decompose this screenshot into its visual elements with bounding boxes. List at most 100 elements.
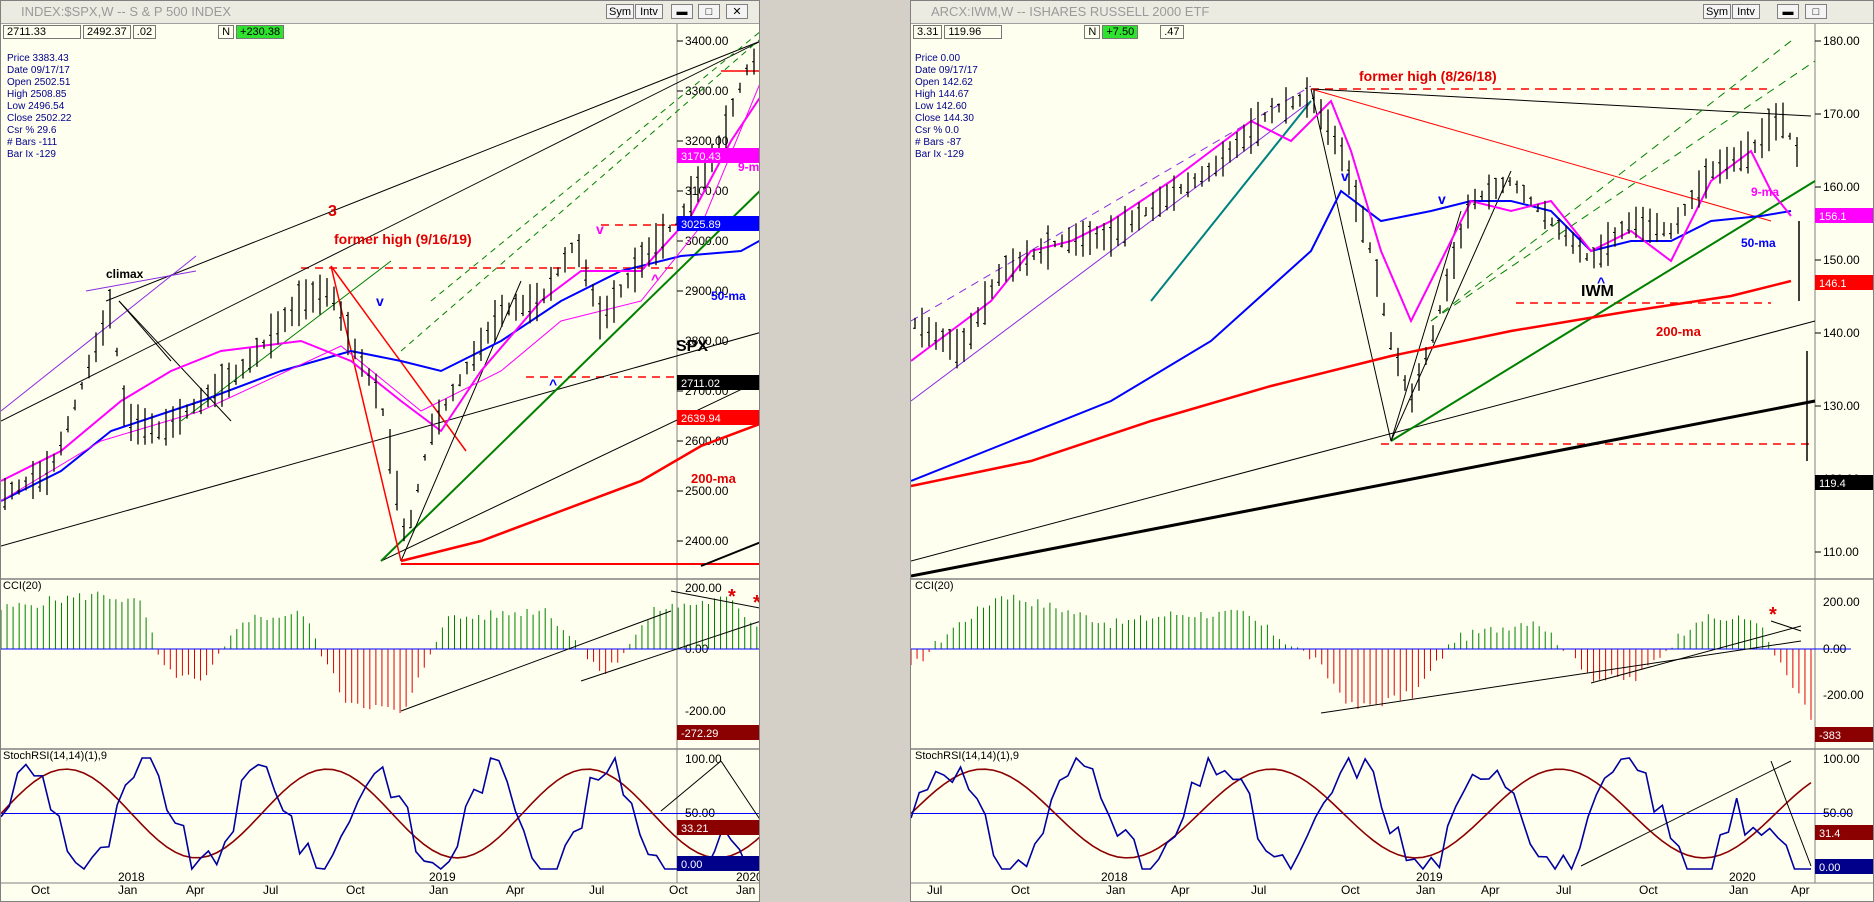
cci-tag: -272.29	[681, 728, 718, 740]
spx-chart-window[interactable]: INDEX:$SPX,W -- S & P 500 INDEX Sym Intv…	[0, 0, 760, 902]
spx-titlebar[interactable]: INDEX:$SPX,W -- S & P 500 INDEX Sym Intv…	[1, 1, 759, 24]
cci-axis-label: 200.00	[685, 581, 722, 595]
x-axis-label: 2019	[1416, 870, 1443, 884]
up-line-1	[1390, 170, 1512, 442]
info-low: Low 142.60	[915, 101, 967, 112]
spx-chart-svg[interactable]: 3400.003300.003200.003100.003000.002900.…	[1, 1, 760, 902]
purple-trend-b	[1, 255, 197, 412]
stoch-label: StochRSI(14,14)(1),9	[915, 750, 1019, 762]
info-open: Open 142.62	[915, 77, 973, 88]
iwm-info-panel: Price 0.00 Date 09/17/17 Open 142.62 Hig…	[915, 53, 978, 161]
trendline-5	[700, 541, 759, 567]
x-axis-label: Jul	[927, 883, 942, 897]
price-tag-bg	[1815, 475, 1873, 490]
quote-low: 2492.37	[83, 25, 131, 39]
sym-button[interactable]: Sym	[1703, 4, 1731, 19]
sym-button[interactable]: Sym	[606, 4, 634, 19]
price-tag: 2639.94	[681, 413, 721, 425]
close-icon[interactable]: ✕	[726, 4, 748, 19]
cci-label: CCI(20)	[3, 580, 42, 592]
minimize-icon[interactable]: ▬	[1777, 4, 1799, 19]
iwm-chart-window[interactable]: ARCX:IWM,W -- ISHARES RUSSELL 2000 ETF S…	[910, 0, 1874, 902]
maximize-icon[interactable]: □	[698, 4, 720, 19]
info-barix: Bar Ix -129	[915, 149, 964, 160]
stoch-signal	[911, 768, 1812, 859]
annotation-v1: v	[1341, 168, 1349, 184]
annotation-ma200: 200-ma	[1656, 324, 1702, 339]
red-down-line-2	[330, 265, 402, 562]
x-axis-label: Jan	[1106, 883, 1125, 897]
cci-trend-3	[670, 590, 759, 609]
x-axis-label: Apr	[1791, 883, 1810, 897]
iwm-window-title: ARCX:IWM,W -- ISHARES RUSSELL 2000 ETF	[931, 4, 1210, 19]
quote-net: +230.38	[236, 25, 285, 39]
stoch-tag-1: 33.21	[681, 823, 709, 835]
cci-trend-1	[1320, 640, 1802, 714]
maximize-icon[interactable]: □	[1805, 4, 1827, 19]
x-axis-label: Apr	[1481, 883, 1500, 897]
iwm-titlebar[interactable]: ARCX:IWM,W -- ISHARES RUSSELL 2000 ETF S…	[911, 1, 1873, 24]
annotation-ma50: 50-ma	[711, 289, 746, 303]
info-csr: Csr % 29.6	[7, 125, 57, 136]
stoch-tag-2: 0.00	[681, 859, 702, 871]
annotation-former-high: former high (8/26/18)	[1359, 68, 1497, 84]
x-axis-label: 2020	[736, 870, 760, 884]
price-tag: 2711.02	[681, 378, 720, 390]
x-axis-label: Apr	[186, 883, 205, 897]
cci-trend-2	[1590, 625, 1802, 684]
cci-axis-label: 200.00	[1823, 595, 1860, 609]
annotation-ma50: 50-ma	[1741, 236, 1776, 250]
green-trend	[380, 190, 759, 562]
stoch-tag-2-bg	[1815, 859, 1873, 874]
x-axis-label: 2018	[118, 870, 145, 884]
stoch-trend-1	[660, 760, 722, 812]
stoch-label: StochRSI(14,14)(1),9	[3, 750, 107, 762]
annotation-caret1: ^	[549, 376, 557, 392]
stoch-trend-2	[720, 760, 759, 819]
info-close: Close 2502.22	[7, 113, 72, 124]
quote-chg: .47	[1160, 25, 1184, 39]
iwm-chart-svg[interactable]: 180.00170.00160.00150.00140.00130.00120.…	[911, 1, 1874, 902]
annotation-ma9: 9-ma	[1751, 185, 1779, 199]
ma9-line	[911, 99, 1792, 362]
x-axis-label: Jul	[1556, 883, 1571, 897]
quote-flag: N	[218, 25, 235, 39]
green-channel-2	[1430, 60, 1816, 322]
green-channel-2	[430, 31, 759, 302]
annotation-caret1: ^	[1597, 274, 1605, 290]
price-tag-bg	[677, 375, 759, 390]
annotation-ma200: 200-ma	[691, 471, 737, 486]
info-bars: # Bars -87	[915, 137, 962, 148]
price-axis-label: 110.00	[1823, 545, 1859, 559]
stoch-tag-1-bg	[677, 820, 759, 835]
spx-info-panel: Price 3383.43 Date 09/17/17 Open 2502.51…	[7, 53, 72, 161]
annotation-ma9: 9-ma	[738, 160, 760, 174]
minimize-icon[interactable]: ▬	[671, 4, 693, 19]
climax-line-2	[118, 300, 232, 422]
x-axis-label: Oct	[31, 883, 50, 897]
ma200-line	[400, 422, 759, 563]
cci-axis-label: -200.00	[1823, 688, 1864, 702]
cci-axis-label: -200.00	[685, 704, 726, 718]
price-tag: 3025.89	[681, 219, 721, 231]
price-tag: 3170.43	[681, 151, 721, 163]
top-trend	[1310, 88, 1812, 117]
quote-net: +7.50	[1102, 25, 1139, 39]
annotation-former-high: former high (9/16/19)	[334, 231, 472, 247]
cci-label: CCI(20)	[915, 580, 954, 592]
intv-button[interactable]: Intv	[635, 4, 663, 19]
long-trend-thin	[911, 320, 1816, 562]
annotation-v1: v	[376, 293, 384, 309]
price-axis-label: 3200.00	[685, 134, 729, 148]
info-close: Close 144.30	[915, 113, 974, 124]
red-down-line	[330, 265, 467, 452]
annotation-spx: SPX	[676, 338, 708, 355]
x-axis-label: 2019	[429, 870, 456, 884]
x-axis-label: Jan	[736, 883, 755, 897]
price-tag-bg	[1815, 208, 1873, 223]
stoch-tag-2: 0.00	[1819, 862, 1840, 874]
cci-star-1: *	[728, 586, 736, 608]
intv-button[interactable]: Intv	[1732, 4, 1760, 19]
cci-trend-3	[1770, 620, 1802, 632]
quote-low: 119.96	[944, 25, 1003, 39]
